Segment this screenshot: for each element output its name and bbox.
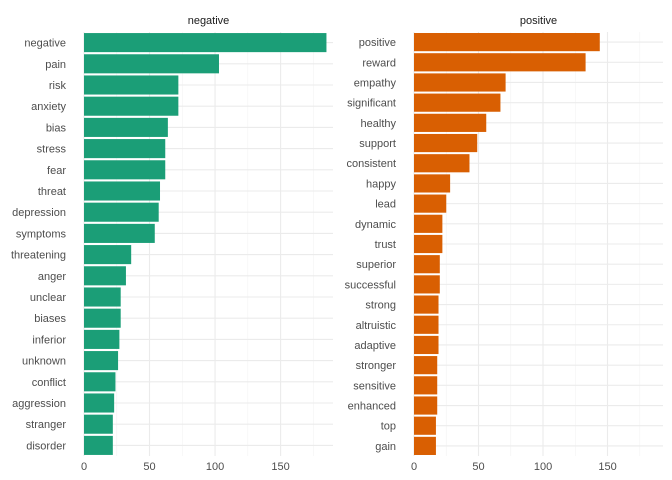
bar-stranger	[84, 414, 113, 434]
bar-risk	[84, 75, 179, 95]
category-label-sensitive: sensitive	[353, 380, 396, 392]
bar-dynamic	[414, 214, 443, 233]
x-tick-label: 150	[271, 461, 289, 473]
category-label-fear: fear	[47, 165, 66, 177]
category-label-inferior: inferior	[32, 334, 66, 346]
bar-anxiety	[84, 96, 179, 116]
category-label-aggression: aggression	[12, 398, 66, 410]
category-label-superior: superior	[356, 259, 396, 271]
bar-altruistic	[414, 315, 439, 334]
category-label-anxiety: anxiety	[31, 101, 66, 113]
bar-lead	[414, 194, 447, 213]
category-label-empathy: empathy	[354, 77, 397, 89]
bar-anger	[84, 266, 126, 286]
bar-unknown	[84, 351, 119, 371]
bar-stronger	[414, 356, 438, 375]
bar-reward	[414, 53, 586, 72]
bar-strong	[414, 295, 439, 314]
bar-gain	[414, 436, 436, 455]
category-label-happy: happy	[366, 178, 396, 190]
bar-unclear	[84, 287, 121, 307]
bar-threat	[84, 181, 161, 201]
category-label-threat: threat	[38, 186, 66, 198]
category-label-lead: lead	[375, 199, 396, 211]
x-tick-label: 0	[411, 461, 417, 473]
bar-adaptive	[414, 335, 439, 355]
bar-successful	[414, 275, 440, 294]
bar-negative	[84, 33, 327, 53]
category-label-negative: negative	[24, 38, 66, 50]
bar-disorder	[84, 435, 113, 455]
category-label-symptoms: symptoms	[16, 228, 67, 240]
bar-sensitive	[414, 376, 438, 395]
category-label-stress: stress	[37, 144, 67, 156]
x-tick-label: 0	[81, 461, 87, 473]
bar-depression	[84, 202, 159, 222]
bar-support	[414, 133, 478, 153]
category-label-unclear: unclear	[30, 292, 66, 304]
x-tick-label: 50	[143, 461, 155, 473]
category-label-adaptive: adaptive	[354, 340, 396, 352]
bar-superior	[414, 255, 440, 274]
category-label-strong: strong	[365, 300, 396, 312]
category-label-stronger: stronger	[356, 360, 397, 372]
category-label-unknown: unknown	[22, 356, 66, 368]
bar-happy	[414, 174, 451, 193]
bar-biases	[84, 308, 121, 328]
bar-bias	[84, 117, 168, 137]
bar-symptoms	[84, 223, 155, 243]
bar-healthy	[414, 113, 487, 132]
panel-title-positive: positive	[520, 15, 557, 27]
bar-inferior	[84, 329, 120, 349]
bar-positive	[414, 33, 600, 52]
bar-enhanced	[414, 396, 438, 415]
bar-trust	[414, 234, 443, 254]
category-label-stranger: stranger	[26, 419, 67, 431]
category-label-anger: anger	[38, 271, 66, 283]
bar-significant	[414, 93, 501, 112]
category-label-pain: pain	[45, 59, 66, 71]
category-label-risk: risk	[49, 80, 67, 92]
category-label-disorder: disorder	[26, 440, 66, 452]
category-label-dynamic: dynamic	[355, 219, 396, 231]
category-label-altruistic: altruistic	[356, 320, 397, 332]
category-label-significant: significant	[347, 98, 396, 110]
bar-stress	[84, 139, 166, 159]
x-tick-label: 50	[472, 461, 484, 473]
bar-consistent	[414, 154, 470, 173]
category-label-trust: trust	[375, 239, 396, 251]
x-tick-label: 100	[206, 461, 224, 473]
bar-aggression	[84, 393, 115, 413]
panel-title-negative: negative	[188, 15, 230, 27]
category-label-threatening: threatening	[11, 250, 66, 262]
category-label-successful: successful	[345, 279, 396, 291]
bar-empathy	[414, 73, 506, 92]
category-label-biases: biases	[34, 313, 66, 325]
bar-fear	[84, 160, 166, 180]
category-label-positive: positive	[359, 37, 396, 49]
category-label-consistent: consistent	[346, 158, 396, 170]
category-label-enhanced: enhanced	[348, 401, 396, 413]
category-label-gain: gain	[375, 441, 396, 453]
category-label-healthy: healthy	[361, 118, 397, 130]
category-label-support: support	[359, 138, 396, 150]
category-label-reward: reward	[362, 57, 396, 69]
bar-conflict	[84, 372, 116, 392]
bar-top	[414, 416, 436, 435]
x-tick-label: 150	[598, 461, 616, 473]
bar-threatening	[84, 245, 132, 265]
bar-pain	[84, 54, 219, 74]
category-label-top: top	[381, 421, 396, 433]
category-label-conflict: conflict	[32, 377, 66, 389]
x-tick-label: 100	[534, 461, 552, 473]
category-label-depression: depression	[12, 207, 66, 219]
category-label-bias: bias	[46, 122, 67, 134]
